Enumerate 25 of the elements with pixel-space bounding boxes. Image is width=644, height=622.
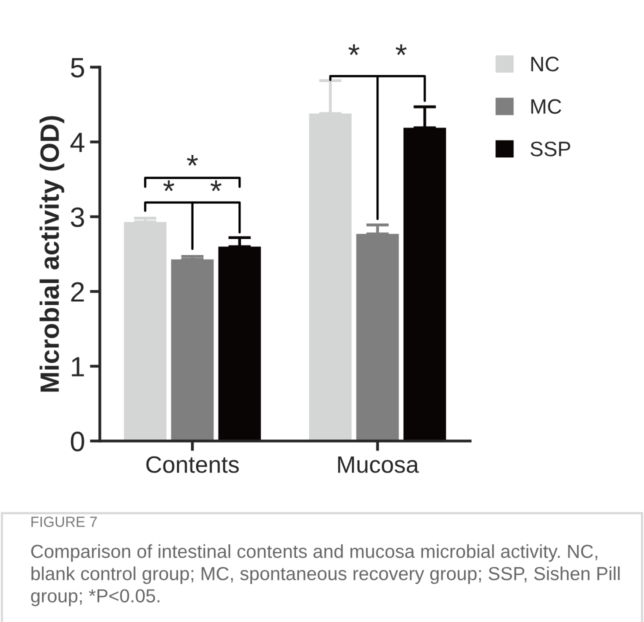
bar xyxy=(403,128,446,441)
bar xyxy=(218,246,261,441)
y-tick-label: 2 xyxy=(71,282,84,302)
text: * xyxy=(348,44,360,56)
bar xyxy=(356,234,399,441)
y-tick-label: 3 xyxy=(70,207,84,228)
x-tick-label: Contents xyxy=(146,456,239,473)
y-tick-label: 1 xyxy=(72,357,84,376)
legend-label: SSP xyxy=(530,142,570,156)
legend-label: MC xyxy=(531,99,562,114)
legend-label: NC xyxy=(531,56,559,72)
text: Comparison of intestinal contents and mucosa microbial activity. NC, blank control group; MC, spontaneous recovery group; SSP, Sishen Pill group; *P<0.05. xyxy=(31,544,620,606)
bar xyxy=(309,114,352,441)
annotation: * xyxy=(186,154,198,166)
caption: FIGURE 7 xyxy=(31,516,97,527)
y-axis-title: Microbial activity (OD) xyxy=(40,116,64,392)
bar xyxy=(124,222,166,441)
y-tick-label: 5 xyxy=(70,58,84,78)
x-tick-label: Mucosa xyxy=(338,456,419,473)
text: * xyxy=(396,44,407,56)
y-tick-label: 4 xyxy=(70,132,84,152)
bar xyxy=(171,259,214,441)
annotation: * xyxy=(210,180,222,192)
annotation: * xyxy=(163,180,174,192)
y-tick-label: 0 xyxy=(70,432,84,452)
